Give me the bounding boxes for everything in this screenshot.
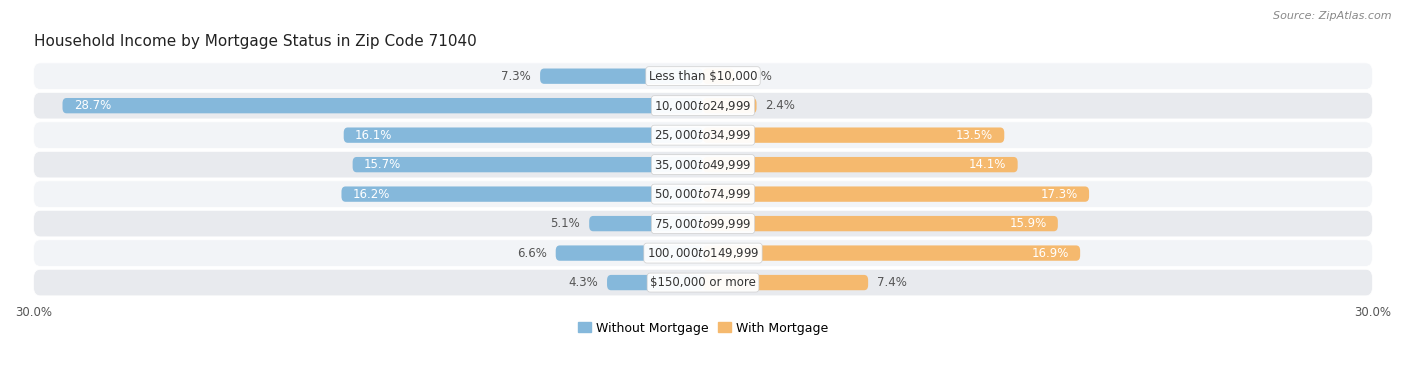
Text: 14.1%: 14.1%: [969, 158, 1007, 171]
FancyBboxPatch shape: [589, 216, 703, 231]
FancyBboxPatch shape: [607, 275, 703, 290]
FancyBboxPatch shape: [703, 157, 1018, 172]
Text: 1.4%: 1.4%: [744, 70, 773, 83]
FancyBboxPatch shape: [703, 186, 1090, 202]
FancyBboxPatch shape: [34, 240, 1372, 266]
Text: $10,000 to $24,999: $10,000 to $24,999: [654, 99, 752, 113]
FancyBboxPatch shape: [34, 210, 1372, 237]
FancyBboxPatch shape: [34, 269, 1372, 296]
FancyBboxPatch shape: [34, 151, 1372, 178]
FancyBboxPatch shape: [34, 63, 1372, 90]
Text: $35,000 to $49,999: $35,000 to $49,999: [654, 158, 752, 172]
Text: $150,000 or more: $150,000 or more: [650, 276, 756, 289]
Text: 7.3%: 7.3%: [502, 70, 531, 83]
Text: 2.4%: 2.4%: [765, 99, 796, 112]
FancyBboxPatch shape: [703, 216, 1057, 231]
Text: $75,000 to $99,999: $75,000 to $99,999: [654, 217, 752, 231]
Text: Less than $10,000: Less than $10,000: [648, 70, 758, 83]
Text: 17.3%: 17.3%: [1040, 187, 1078, 201]
Text: 7.4%: 7.4%: [877, 276, 907, 289]
Text: $25,000 to $34,999: $25,000 to $34,999: [654, 128, 752, 142]
Text: Source: ZipAtlas.com: Source: ZipAtlas.com: [1274, 11, 1392, 21]
Text: 15.7%: 15.7%: [364, 158, 401, 171]
FancyBboxPatch shape: [342, 186, 703, 202]
Text: 15.9%: 15.9%: [1010, 217, 1046, 230]
Text: Household Income by Mortgage Status in Zip Code 71040: Household Income by Mortgage Status in Z…: [34, 34, 477, 49]
Text: 13.5%: 13.5%: [956, 129, 993, 142]
FancyBboxPatch shape: [703, 68, 734, 84]
Text: 16.2%: 16.2%: [353, 187, 389, 201]
FancyBboxPatch shape: [62, 98, 703, 113]
Text: 28.7%: 28.7%: [73, 99, 111, 112]
FancyBboxPatch shape: [703, 98, 756, 113]
FancyBboxPatch shape: [703, 275, 868, 290]
FancyBboxPatch shape: [34, 181, 1372, 208]
FancyBboxPatch shape: [34, 92, 1372, 119]
FancyBboxPatch shape: [353, 157, 703, 172]
Text: $50,000 to $74,999: $50,000 to $74,999: [654, 187, 752, 201]
FancyBboxPatch shape: [555, 245, 703, 261]
Text: 5.1%: 5.1%: [551, 217, 581, 230]
FancyBboxPatch shape: [703, 245, 1080, 261]
Text: 4.3%: 4.3%: [568, 276, 598, 289]
Text: $100,000 to $149,999: $100,000 to $149,999: [647, 246, 759, 260]
FancyBboxPatch shape: [34, 122, 1372, 149]
FancyBboxPatch shape: [343, 127, 703, 143]
Legend: Without Mortgage, With Mortgage: Without Mortgage, With Mortgage: [574, 316, 832, 339]
Text: 16.9%: 16.9%: [1032, 246, 1069, 260]
FancyBboxPatch shape: [540, 68, 703, 84]
Text: 6.6%: 6.6%: [517, 246, 547, 260]
Text: 16.1%: 16.1%: [354, 129, 392, 142]
FancyBboxPatch shape: [703, 127, 1004, 143]
